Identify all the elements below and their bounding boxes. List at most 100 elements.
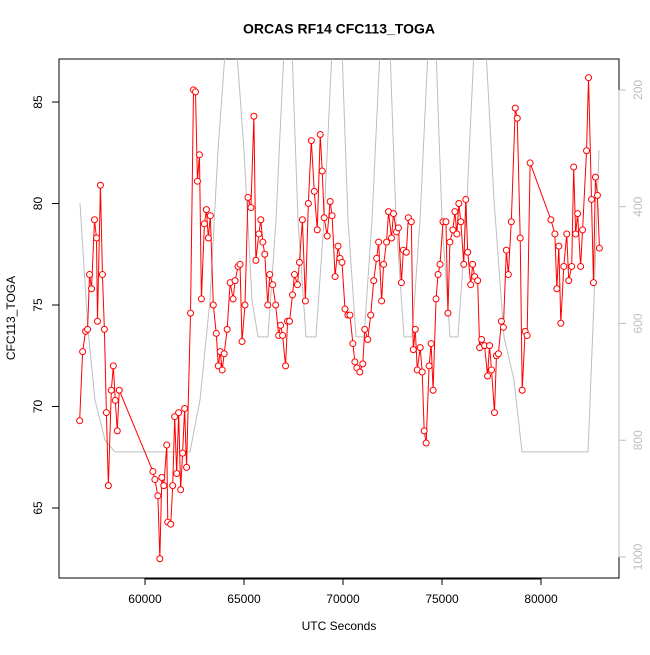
y-tick-label: 80 xyxy=(31,197,45,211)
data-point xyxy=(574,210,582,218)
data-point xyxy=(220,350,228,358)
data-point xyxy=(490,409,498,417)
data-point xyxy=(488,366,496,374)
data-point xyxy=(307,137,315,145)
data-point xyxy=(326,197,334,205)
data-point xyxy=(577,262,585,270)
data-point xyxy=(252,256,260,264)
data-point xyxy=(212,329,220,337)
data-point xyxy=(259,238,267,246)
x-tick-label: 65000 xyxy=(227,592,261,606)
data-point xyxy=(102,409,110,417)
data-point xyxy=(499,323,507,331)
x-axis-label: UTC Seconds xyxy=(302,619,377,633)
data-point xyxy=(154,492,162,500)
data-point xyxy=(373,254,381,262)
data-point xyxy=(587,195,595,203)
data-point xyxy=(442,218,450,226)
data-point xyxy=(409,346,417,354)
data-point xyxy=(104,482,112,490)
data-point xyxy=(338,258,346,266)
data-point xyxy=(92,234,100,242)
data-point xyxy=(181,405,189,413)
data-point xyxy=(553,285,561,293)
x-tick-label: 60000 xyxy=(128,592,162,606)
data-point xyxy=(191,88,199,96)
data-point xyxy=(422,439,430,447)
data-point xyxy=(272,301,280,309)
data-point xyxy=(583,147,591,155)
data-point xyxy=(247,204,255,212)
data-point xyxy=(96,181,104,189)
data-point xyxy=(156,555,164,563)
data-point xyxy=(516,234,524,242)
data-point xyxy=(494,350,502,358)
data-point xyxy=(523,331,531,339)
data-point xyxy=(331,273,339,281)
data-point xyxy=(200,220,208,228)
data-point xyxy=(236,260,244,268)
data-point xyxy=(507,218,515,226)
data-point xyxy=(206,212,214,220)
series-line xyxy=(79,77,600,559)
data-point xyxy=(295,258,303,266)
data-point xyxy=(163,441,171,449)
data-point xyxy=(407,218,415,226)
data-point xyxy=(418,368,426,376)
data-point xyxy=(389,210,397,218)
data-point xyxy=(286,317,294,325)
data-point xyxy=(397,279,405,287)
y2-tick-label: 200 xyxy=(631,80,645,100)
data-point xyxy=(197,295,205,303)
data-point xyxy=(293,281,301,289)
data-point xyxy=(100,325,108,333)
data-point xyxy=(593,191,601,199)
data-point xyxy=(457,218,465,226)
data-point xyxy=(76,417,84,425)
data-point xyxy=(351,358,359,366)
data-point xyxy=(79,348,87,356)
data-point xyxy=(341,305,349,313)
data-point xyxy=(346,311,354,319)
data-point xyxy=(111,396,119,404)
data-point xyxy=(107,386,115,394)
data-point xyxy=(383,238,391,246)
data-point xyxy=(462,195,470,203)
data-point xyxy=(109,362,117,370)
data-point xyxy=(388,234,396,242)
data-point xyxy=(179,449,187,457)
data-point xyxy=(449,226,457,234)
data-point xyxy=(416,344,424,352)
data-point xyxy=(513,114,521,122)
data-point xyxy=(231,277,239,285)
data-point xyxy=(328,212,336,220)
y-tick-label: 65 xyxy=(31,501,45,515)
data-point xyxy=(591,173,599,181)
data-point xyxy=(113,427,121,435)
data-point xyxy=(349,340,357,348)
data-point xyxy=(568,262,576,270)
data-point xyxy=(289,291,297,299)
data-point xyxy=(323,232,331,240)
data-point xyxy=(209,301,217,309)
y2-tick-label: 600 xyxy=(631,313,645,333)
data-point xyxy=(436,260,444,268)
data-point xyxy=(250,112,258,120)
data-point xyxy=(425,362,433,370)
data-point xyxy=(149,467,157,475)
data-point xyxy=(486,342,494,350)
data-point xyxy=(375,238,383,246)
data-point xyxy=(557,319,565,327)
data-point xyxy=(364,336,372,344)
series-line xyxy=(79,59,600,453)
data-point xyxy=(193,177,201,185)
data-point xyxy=(469,260,477,268)
data-point xyxy=(394,224,402,232)
data-point xyxy=(310,187,318,195)
data-point xyxy=(427,340,435,348)
data-point xyxy=(169,482,177,490)
data-point xyxy=(202,206,210,214)
data-point xyxy=(526,159,534,167)
